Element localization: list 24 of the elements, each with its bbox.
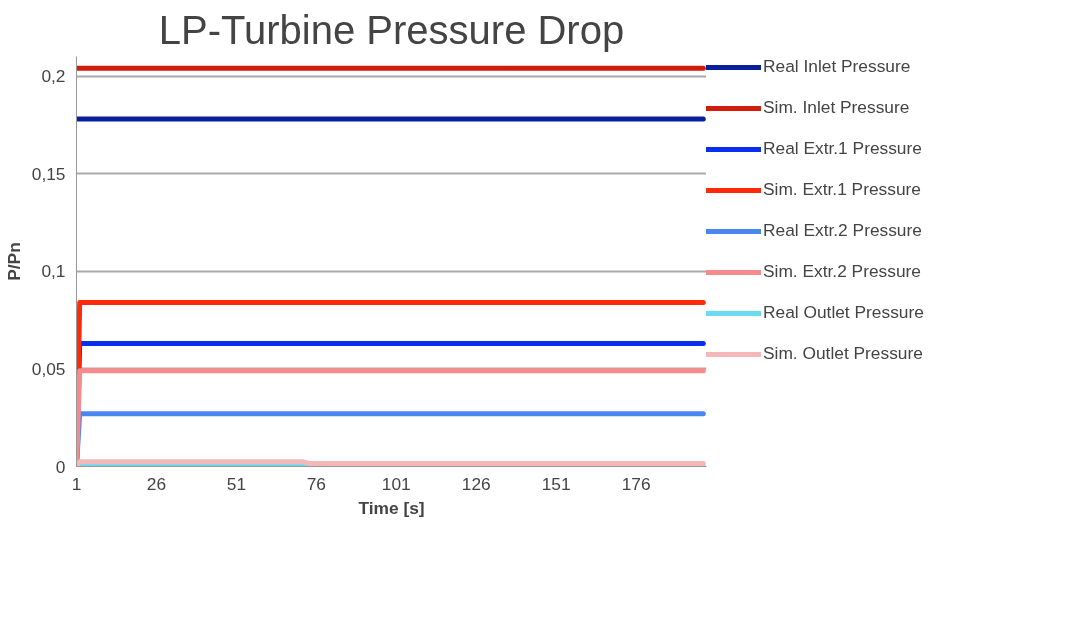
x-tick-label: 126 xyxy=(461,473,491,494)
x-tick-label: 1 xyxy=(71,473,82,494)
y-axis-title: P/Pn xyxy=(3,242,24,281)
x-tick-label: 151 xyxy=(541,473,571,494)
legend-label: Real Inlet Pressure xyxy=(763,56,911,77)
y-tick-label: 0,15 xyxy=(31,163,66,184)
legend-label: Sim. Outlet Pressure xyxy=(763,343,923,364)
legend-label: Sim. Inlet Pressure xyxy=(763,97,910,118)
legend-label: Sim. Extr.1 Pressure xyxy=(763,179,921,200)
y-tick-label: 0,2 xyxy=(41,66,66,87)
x-tick-label: 176 xyxy=(621,473,651,494)
x-tick-label: 26 xyxy=(146,473,167,494)
y-tick-label: 0,1 xyxy=(41,261,66,282)
x-tick-label: 101 xyxy=(381,473,411,494)
legend-label: Sim. Extr.2 Pressure xyxy=(763,261,921,282)
chart-title: LP-Turbine Pressure Drop xyxy=(158,7,625,52)
y-tick-label: 0 xyxy=(55,456,66,477)
legend-label: Real Outlet Pressure xyxy=(763,302,924,323)
legend-label: Real Extr.1 Pressure xyxy=(763,138,922,159)
legend-label: Real Extr.2 Pressure xyxy=(763,220,922,241)
x-tick-label: 76 xyxy=(306,473,326,494)
x-axis-title: Time [s] xyxy=(358,497,425,518)
x-tick-label: 51 xyxy=(226,473,247,494)
y-tick-label: 0,05 xyxy=(31,358,66,379)
